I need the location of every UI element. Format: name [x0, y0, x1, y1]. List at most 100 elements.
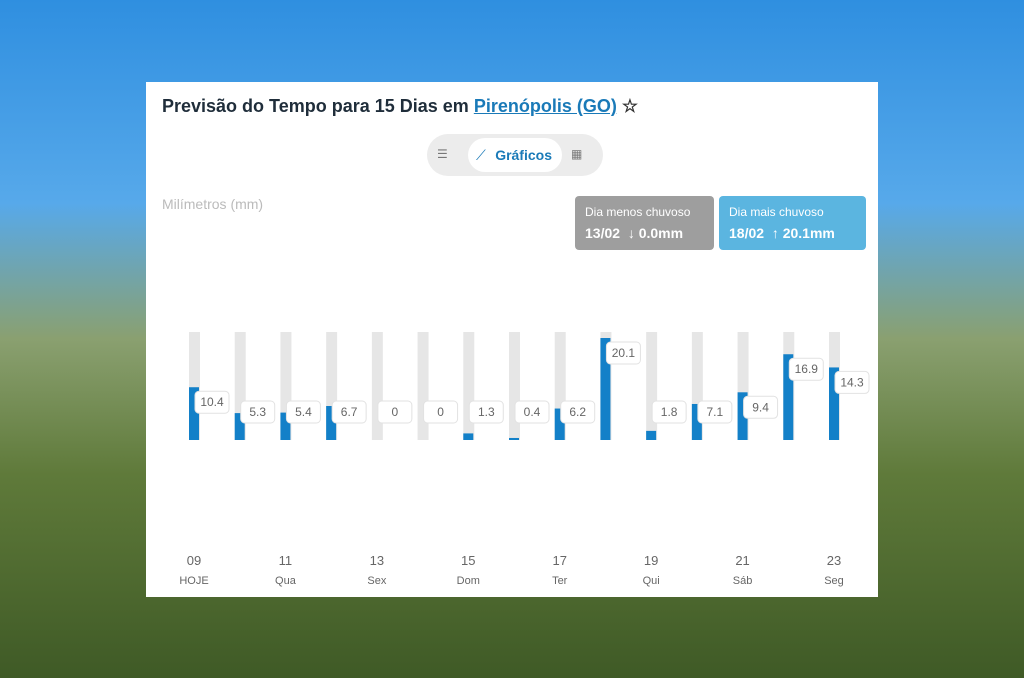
value-label-text: 0 [437, 405, 444, 419]
value-label: 14.3 [834, 370, 870, 394]
x-weekday-label: Qua [275, 575, 297, 587]
value-label-text: 14.3 [840, 375, 864, 389]
x-tick-label: 21 [735, 553, 749, 568]
value-label: 7.1 [697, 400, 733, 424]
bar-track [326, 332, 338, 440]
value-label-box [697, 400, 733, 424]
value-label-box [834, 370, 870, 394]
value-label-text: 1.3 [478, 405, 495, 419]
value-label-box [423, 400, 459, 424]
y-axis-label: Milímetros (mm) [162, 196, 264, 212]
value-label-text: 6.2 [569, 405, 586, 419]
bar [783, 354, 794, 440]
bar [554, 408, 565, 440]
value-label-text: 16.9 [795, 362, 819, 376]
x-tick-label: 13 [370, 553, 384, 568]
chart-tab[interactable]: ⟋ Gráficos [468, 138, 562, 172]
view-tabs: ☰ ⟋ Gráficos ▦ [427, 134, 603, 176]
stat-date: 13/02 [585, 225, 621, 241]
x-weekday-label: Qui [643, 575, 660, 587]
bar [600, 338, 611, 440]
stat-label: Dia mais chuvoso [729, 205, 824, 219]
bar [189, 387, 199, 440]
value-label-box [331, 400, 367, 424]
bar-track [417, 332, 429, 440]
bar [463, 433, 474, 440]
value-label-text: 7.1 [707, 405, 724, 419]
value-label-text: 0.4 [524, 405, 541, 419]
value-label: 0 [423, 400, 459, 424]
x-weekday-label: Seg [824, 575, 844, 587]
x-weekday-label: Sáb [733, 575, 753, 587]
value-label-box [651, 400, 687, 424]
bar-track [463, 332, 475, 440]
x-tick-label: 23 [827, 553, 841, 568]
value-label-text: 10.4 [200, 395, 224, 409]
bar-track [691, 332, 703, 440]
stat-label: Dia menos chuvoso [585, 205, 691, 219]
bar [829, 367, 839, 440]
bar [234, 413, 245, 440]
stat-date: 18/02 [729, 225, 765, 241]
x-weekday-label: Sex [367, 575, 386, 587]
location-link[interactable]: Pirenópolis (GO) [473, 96, 617, 116]
value-label: 6.7 [331, 400, 367, 424]
value-label-text: 0 [392, 405, 399, 419]
bar-track [280, 332, 292, 440]
value-label-box [560, 400, 596, 424]
star-icon[interactable]: ☆ [621, 96, 638, 116]
stat-value: 0.0mm [638, 225, 684, 241]
stat-value: 20.1mm [782, 225, 835, 241]
bar-track [371, 332, 383, 440]
value-label-text: 20.1 [612, 346, 636, 360]
value-label-text: 5.4 [295, 405, 312, 419]
value-label: 0 [377, 400, 413, 424]
value-label-box [468, 400, 504, 424]
value-label-box [285, 400, 321, 424]
x-tick-label: 19 [644, 553, 658, 568]
value-label: 9.4 [743, 395, 779, 419]
bar [326, 406, 337, 440]
bar [646, 430, 657, 440]
x-weekday-label: HOJE [179, 575, 208, 587]
value-label: 1.8 [651, 400, 687, 424]
max-stat: Dia mais chuvoso 18/02 ↑ 20.1mm [719, 196, 866, 250]
value-label-text: 6.7 [341, 405, 358, 419]
value-label: 20.1 [605, 341, 641, 365]
bar-track [189, 332, 200, 440]
min-stat: Dia menos chuvoso 13/02 ↓ 0.0mm [575, 196, 714, 250]
bar [737, 392, 748, 440]
forecast-card: Previsão do Tempo para 15 Dias em Pirenó… [146, 82, 878, 597]
value-label: 1.3 [468, 400, 504, 424]
bar-track [234, 332, 246, 440]
title-text: Previsão do Tempo para 15 Dias em [162, 96, 469, 116]
x-tick-label: 17 [552, 553, 566, 568]
x-tick-label: 15 [461, 553, 475, 568]
bar [280, 412, 291, 440]
value-label: 10.4 [194, 390, 230, 414]
value-label-box [605, 341, 641, 365]
x-weekday-label: Ter [552, 575, 568, 587]
chart: 10.4 09 HOJE 5.3 5.4 11 Qua 6.7 0 13 Sex 0 1.3 15 Dom 0… [179, 332, 870, 587]
calendar-tab[interactable]: ▦ [571, 147, 583, 161]
x-tick-label: 09 [187, 553, 201, 568]
value-label-box [514, 400, 550, 424]
bar-track [737, 332, 749, 440]
value-label-text: 9.4 [752, 400, 769, 414]
chart-tab-label: Gráficos [495, 147, 552, 163]
x-tick-label: 11 [279, 553, 293, 568]
x-weekday-label: Dom [457, 575, 480, 587]
value-label-box [240, 400, 276, 424]
value-label: 6.2 [560, 400, 596, 424]
value-label-text: 5.3 [249, 405, 266, 419]
bar-track [509, 332, 520, 440]
value-label-box [743, 395, 779, 419]
list-tab[interactable]: ☰ [437, 147, 448, 161]
bar [691, 403, 702, 440]
value-label: 5.4 [285, 400, 321, 424]
value-label-box [788, 357, 824, 381]
bar [509, 437, 519, 440]
value-label: 5.3 [240, 400, 276, 424]
